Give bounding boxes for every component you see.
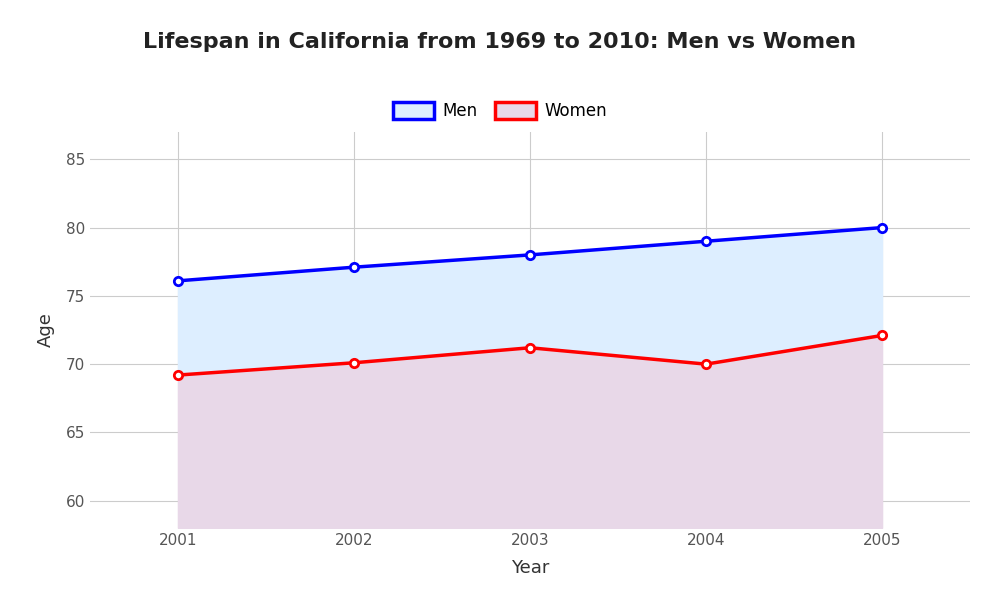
Text: Lifespan in California from 1969 to 2010: Men vs Women: Lifespan in California from 1969 to 2010…: [143, 32, 857, 52]
X-axis label: Year: Year: [511, 559, 549, 577]
Legend: Men, Women: Men, Women: [386, 95, 614, 127]
Y-axis label: Age: Age: [37, 313, 55, 347]
